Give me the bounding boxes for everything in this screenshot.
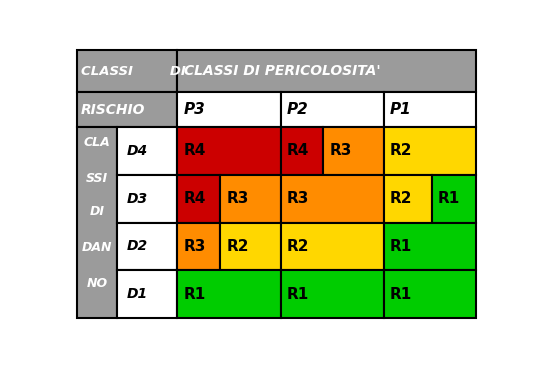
- Text: R1: R1: [390, 287, 412, 302]
- Bar: [117, 175, 177, 223]
- Bar: [384, 175, 432, 223]
- Text: D4: D4: [126, 144, 147, 158]
- Text: CLA: CLA: [84, 136, 110, 149]
- Text: NO: NO: [86, 277, 107, 290]
- Bar: [77, 50, 177, 93]
- Text: R2: R2: [226, 239, 249, 254]
- Bar: [177, 175, 220, 223]
- Bar: [384, 127, 476, 175]
- Bar: [117, 270, 177, 318]
- Text: R4: R4: [287, 143, 309, 158]
- Text: D3: D3: [126, 192, 147, 206]
- Text: R3: R3: [184, 239, 206, 254]
- Text: P3: P3: [184, 102, 205, 117]
- Text: R1: R1: [287, 287, 309, 302]
- Bar: [177, 223, 220, 270]
- Text: R3: R3: [226, 191, 248, 206]
- Text: R3: R3: [287, 191, 309, 206]
- Bar: [77, 93, 177, 127]
- Text: R1: R1: [390, 239, 412, 254]
- Bar: [384, 223, 476, 270]
- Text: R2: R2: [390, 191, 412, 206]
- Bar: [384, 93, 476, 127]
- Text: D2: D2: [126, 239, 147, 253]
- Text: R2: R2: [287, 239, 309, 254]
- Text: R3: R3: [329, 143, 352, 158]
- Bar: [177, 50, 476, 93]
- Text: DAN: DAN: [81, 241, 112, 254]
- Bar: [323, 127, 384, 175]
- Bar: [177, 93, 280, 127]
- Text: R4: R4: [184, 143, 206, 158]
- Text: SSI: SSI: [86, 172, 108, 185]
- Bar: [77, 127, 117, 318]
- Text: R1: R1: [438, 191, 460, 206]
- Bar: [280, 223, 384, 270]
- Bar: [280, 175, 384, 223]
- Bar: [280, 127, 323, 175]
- Bar: [220, 175, 280, 223]
- Bar: [177, 127, 280, 175]
- Bar: [384, 270, 476, 318]
- Text: D1: D1: [126, 287, 147, 301]
- Text: CLASSI        DI: CLASSI DI: [80, 65, 185, 78]
- Text: R1: R1: [184, 287, 206, 302]
- Bar: [280, 93, 384, 127]
- Text: CLASSI DI PERICOLOSITA': CLASSI DI PERICOLOSITA': [184, 64, 380, 78]
- Bar: [117, 223, 177, 270]
- Text: RISCHIO: RISCHIO: [80, 103, 145, 117]
- Text: R2: R2: [390, 143, 412, 158]
- Bar: [432, 175, 476, 223]
- Bar: [220, 223, 280, 270]
- Text: DI: DI: [89, 205, 105, 218]
- Bar: [177, 270, 280, 318]
- Text: R4: R4: [184, 191, 206, 206]
- Text: P2: P2: [287, 102, 308, 117]
- Text: P1: P1: [390, 102, 411, 117]
- Bar: [280, 270, 384, 318]
- Bar: [117, 127, 177, 175]
